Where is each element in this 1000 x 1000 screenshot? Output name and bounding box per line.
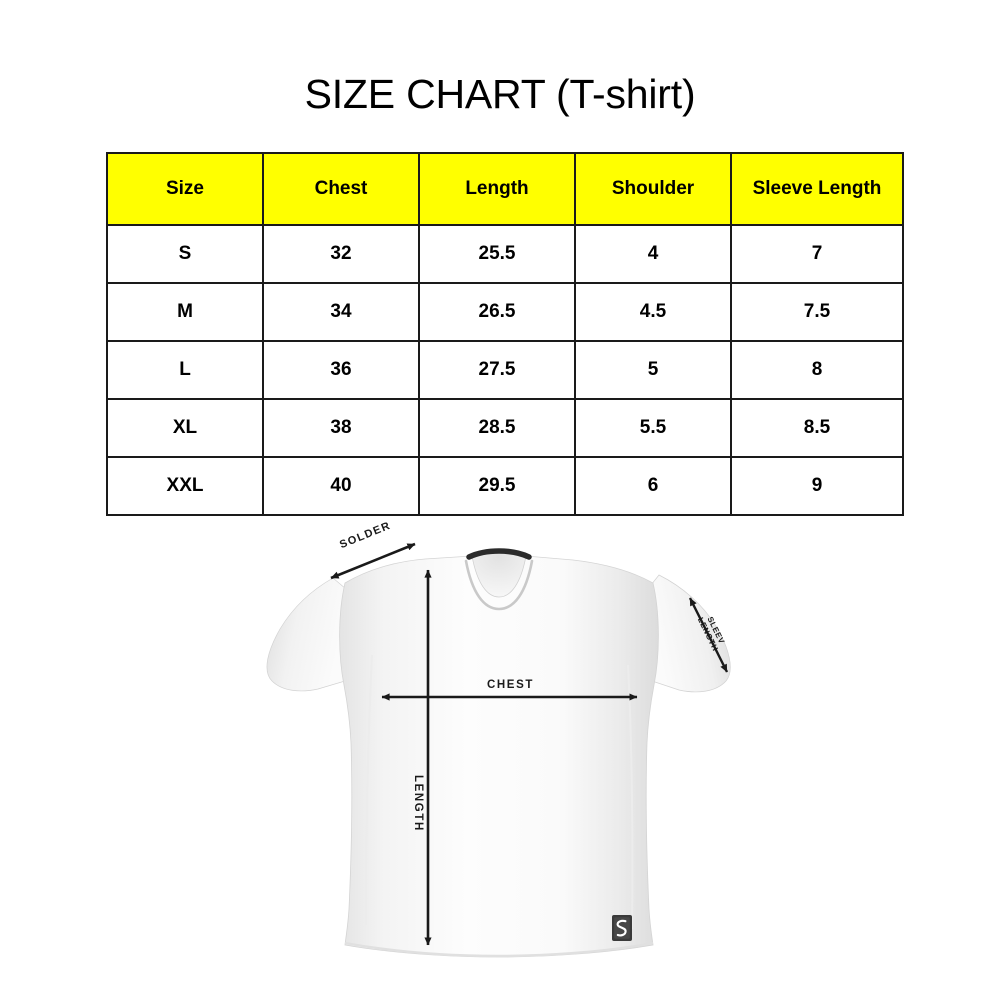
cell-chest: 34 [262,282,420,342]
cell-length: 25.5 [418,224,576,284]
fabric-fold [365,654,373,926]
table-body: S 32 25.5 4 7 M 34 26.5 4.5 7.5 L 36 27.… [106,224,904,516]
cell-chest: 32 [262,224,420,284]
tshirt-illustration [266,542,731,958]
table-header: Size Chest Length Shoulder Sleeve Length [106,152,904,226]
cell-chest: 40 [262,456,420,516]
cell-sleeve: 8.5 [730,398,904,458]
sleeve-measure-arrow [688,597,729,673]
cell-length: 29.5 [418,456,576,516]
cell-chest: 38 [262,398,420,458]
cell-shoulder: 5 [574,340,732,400]
cell-shoulder: 4 [574,224,732,284]
cell-length: 26.5 [418,282,576,342]
cell-sleeve: 7 [730,224,904,284]
shirt-body [339,555,659,958]
cell-size: L [106,340,264,400]
length-label: LENGTH [412,775,424,832]
cell-length: 27.5 [418,340,576,400]
cell-size: M [106,282,264,342]
cell-shoulder: 6 [574,456,732,516]
cell-sleeve: 8 [730,340,904,400]
column-header-chest: Chest [262,152,420,226]
table-row: L 36 27.5 5 8 [106,340,904,400]
size-chart-table: Size Chest Length Shoulder Sleeve Length… [106,152,904,516]
table-row: M 34 26.5 4.5 7.5 [106,282,904,342]
cell-sleeve: 7.5 [730,282,904,342]
cell-chest: 36 [262,340,420,400]
bottom-hem [344,941,654,958]
cell-size: XXL [106,456,264,516]
left-sleeve [266,577,347,692]
table-header-row: Size Chest Length Shoulder Sleeve Length [106,152,904,226]
table-row: XXL 40 29.5 6 9 [106,456,904,516]
cell-shoulder: 4.5 [574,282,732,342]
table-row: XL 38 28.5 5.5 8.5 [106,398,904,458]
s-logo-icon [612,915,632,941]
page-title: SIZE CHART (T-shirt) [304,71,696,117]
tshirt-diagram [0,505,1000,1000]
cell-length: 28.5 [418,398,576,458]
column-header-sleeve: Sleeve Length [730,152,904,226]
cell-size: S [106,224,264,284]
shoulder-measure-arrow [330,542,416,580]
collar-rim [466,548,532,560]
column-header-shoulder: Shoulder [574,152,732,226]
cell-sleeve: 9 [730,456,904,516]
column-header-length: Length [418,152,576,226]
cell-size: XL [106,398,264,458]
table-row: S 32 25.5 4 7 [106,224,904,284]
chest-label: CHEST [487,679,534,691]
cell-shoulder: 5.5 [574,398,732,458]
column-header-size: Size [106,152,264,226]
size-chart-table-wrapper: Size Chest Length Shoulder Sleeve Length… [106,152,904,516]
collar-band [464,559,534,611]
